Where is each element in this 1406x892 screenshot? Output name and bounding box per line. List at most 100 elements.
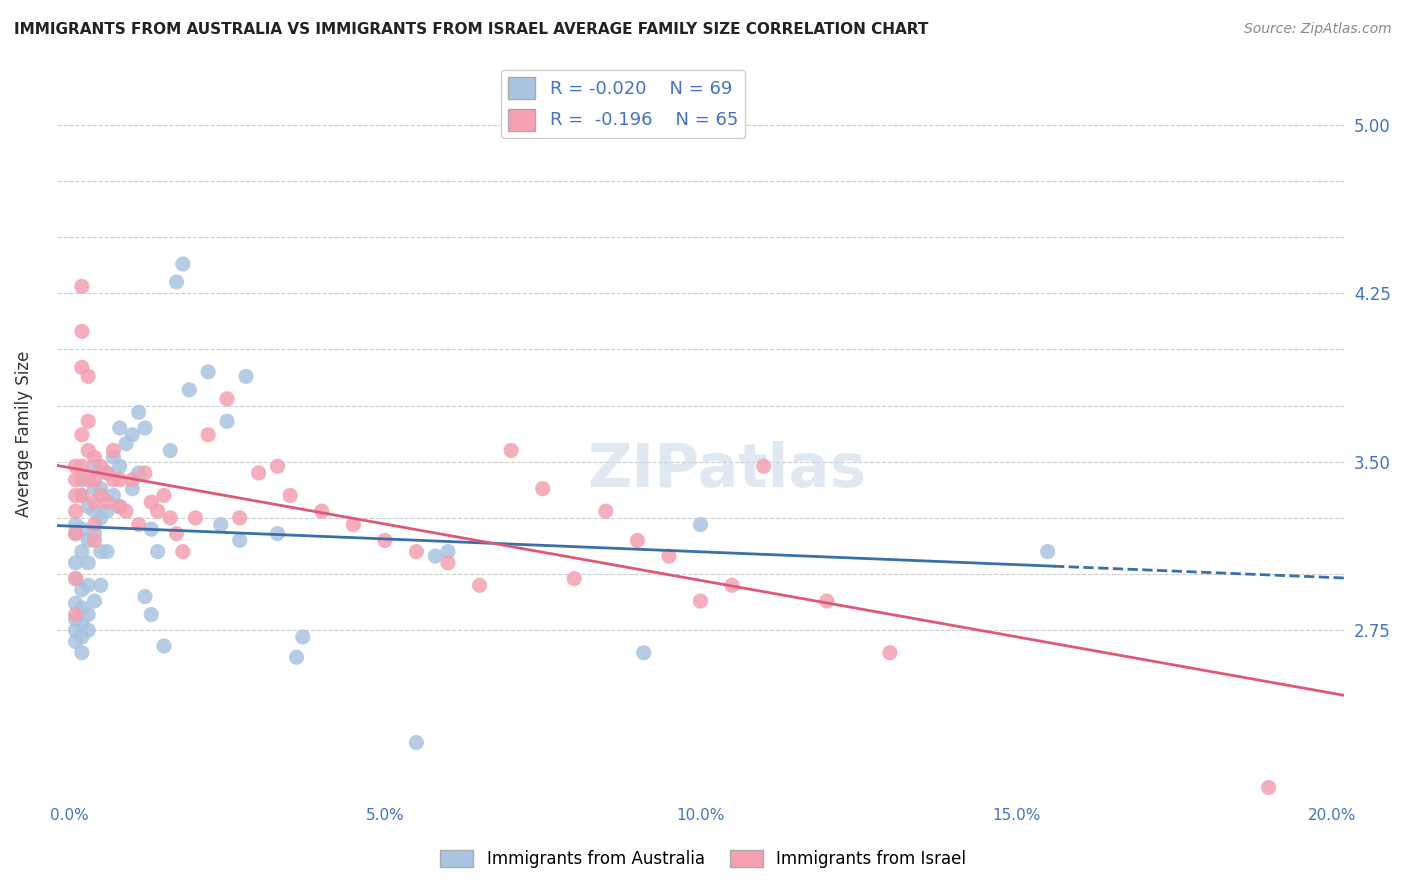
Point bbox=[96, 495, 118, 509]
Point bbox=[405, 735, 427, 749]
Point bbox=[70, 488, 93, 502]
Point bbox=[70, 522, 93, 536]
Point bbox=[689, 517, 711, 532]
Point bbox=[166, 526, 188, 541]
Point bbox=[146, 504, 169, 518]
Point bbox=[96, 466, 118, 480]
Point bbox=[103, 443, 125, 458]
Point bbox=[90, 459, 112, 474]
Point bbox=[153, 488, 176, 502]
Point bbox=[141, 522, 163, 536]
Point bbox=[70, 616, 93, 631]
Point bbox=[65, 488, 87, 502]
Point bbox=[197, 427, 219, 442]
Point bbox=[83, 504, 105, 518]
Point bbox=[172, 544, 194, 558]
Point bbox=[752, 459, 775, 474]
Point bbox=[77, 556, 100, 570]
Point bbox=[65, 634, 87, 648]
Point bbox=[70, 360, 93, 375]
Point bbox=[108, 421, 131, 435]
Point bbox=[311, 504, 333, 518]
Point bbox=[103, 450, 125, 465]
Text: ZIPatlas: ZIPatlas bbox=[586, 441, 866, 500]
Point bbox=[405, 544, 427, 558]
Point bbox=[468, 578, 491, 592]
Text: IMMIGRANTS FROM AUSTRALIA VS IMMIGRANTS FROM ISRAEL AVERAGE FAMILY SIZE CORRELAT: IMMIGRANTS FROM AUSTRALIA VS IMMIGRANTS … bbox=[14, 22, 928, 37]
Point bbox=[134, 590, 156, 604]
Point bbox=[115, 504, 138, 518]
Point bbox=[1257, 780, 1279, 795]
Point bbox=[153, 639, 176, 653]
Point bbox=[83, 495, 105, 509]
Point bbox=[65, 526, 87, 541]
Point bbox=[70, 582, 93, 597]
Point bbox=[65, 459, 87, 474]
Point bbox=[228, 511, 250, 525]
Point bbox=[235, 369, 257, 384]
Point bbox=[115, 436, 138, 450]
Point bbox=[83, 459, 105, 474]
Point bbox=[266, 459, 288, 474]
Point bbox=[83, 526, 105, 541]
Point bbox=[77, 473, 100, 487]
Point bbox=[77, 500, 100, 514]
Point bbox=[437, 544, 460, 558]
Point bbox=[108, 500, 131, 514]
Point bbox=[159, 443, 181, 458]
Point bbox=[65, 612, 87, 626]
Point bbox=[626, 533, 648, 548]
Point bbox=[77, 369, 100, 384]
Point bbox=[70, 459, 93, 474]
Point bbox=[501, 443, 523, 458]
Point bbox=[90, 544, 112, 558]
Point bbox=[83, 594, 105, 608]
Point bbox=[70, 544, 93, 558]
Point bbox=[209, 517, 232, 532]
Point bbox=[103, 488, 125, 502]
Point bbox=[90, 511, 112, 525]
Point bbox=[689, 594, 711, 608]
Point bbox=[658, 549, 681, 563]
Point bbox=[70, 646, 93, 660]
Point bbox=[77, 624, 100, 638]
Point bbox=[83, 450, 105, 465]
Point bbox=[70, 473, 93, 487]
Point bbox=[342, 517, 364, 532]
Point bbox=[815, 594, 838, 608]
Point bbox=[128, 405, 150, 419]
Point bbox=[184, 511, 207, 525]
Point bbox=[77, 578, 100, 592]
Point bbox=[134, 421, 156, 435]
Point bbox=[96, 504, 118, 518]
Point bbox=[83, 473, 105, 487]
Point bbox=[531, 482, 554, 496]
Point bbox=[278, 488, 301, 502]
Point bbox=[128, 517, 150, 532]
Point bbox=[633, 646, 655, 660]
Point bbox=[215, 414, 238, 428]
Point bbox=[70, 488, 93, 502]
Point bbox=[121, 482, 143, 496]
Point bbox=[374, 533, 396, 548]
Text: Source: ZipAtlas.com: Source: ZipAtlas.com bbox=[1244, 22, 1392, 37]
Point bbox=[172, 257, 194, 271]
Point bbox=[65, 607, 87, 622]
Point bbox=[77, 443, 100, 458]
Point bbox=[595, 504, 617, 518]
Point bbox=[141, 495, 163, 509]
Point bbox=[134, 466, 156, 480]
Point bbox=[159, 511, 181, 525]
Point bbox=[103, 473, 125, 487]
Point bbox=[425, 549, 447, 563]
Point bbox=[228, 533, 250, 548]
Point bbox=[65, 504, 87, 518]
Point bbox=[96, 544, 118, 558]
Point bbox=[141, 607, 163, 622]
Legend: R = -0.020    N = 69, R =  -0.196    N = 65: R = -0.020 N = 69, R = -0.196 N = 65 bbox=[501, 70, 745, 137]
Point bbox=[146, 544, 169, 558]
Point bbox=[90, 578, 112, 592]
Y-axis label: Average Family Size: Average Family Size bbox=[15, 351, 32, 516]
Point bbox=[166, 275, 188, 289]
Point bbox=[197, 365, 219, 379]
